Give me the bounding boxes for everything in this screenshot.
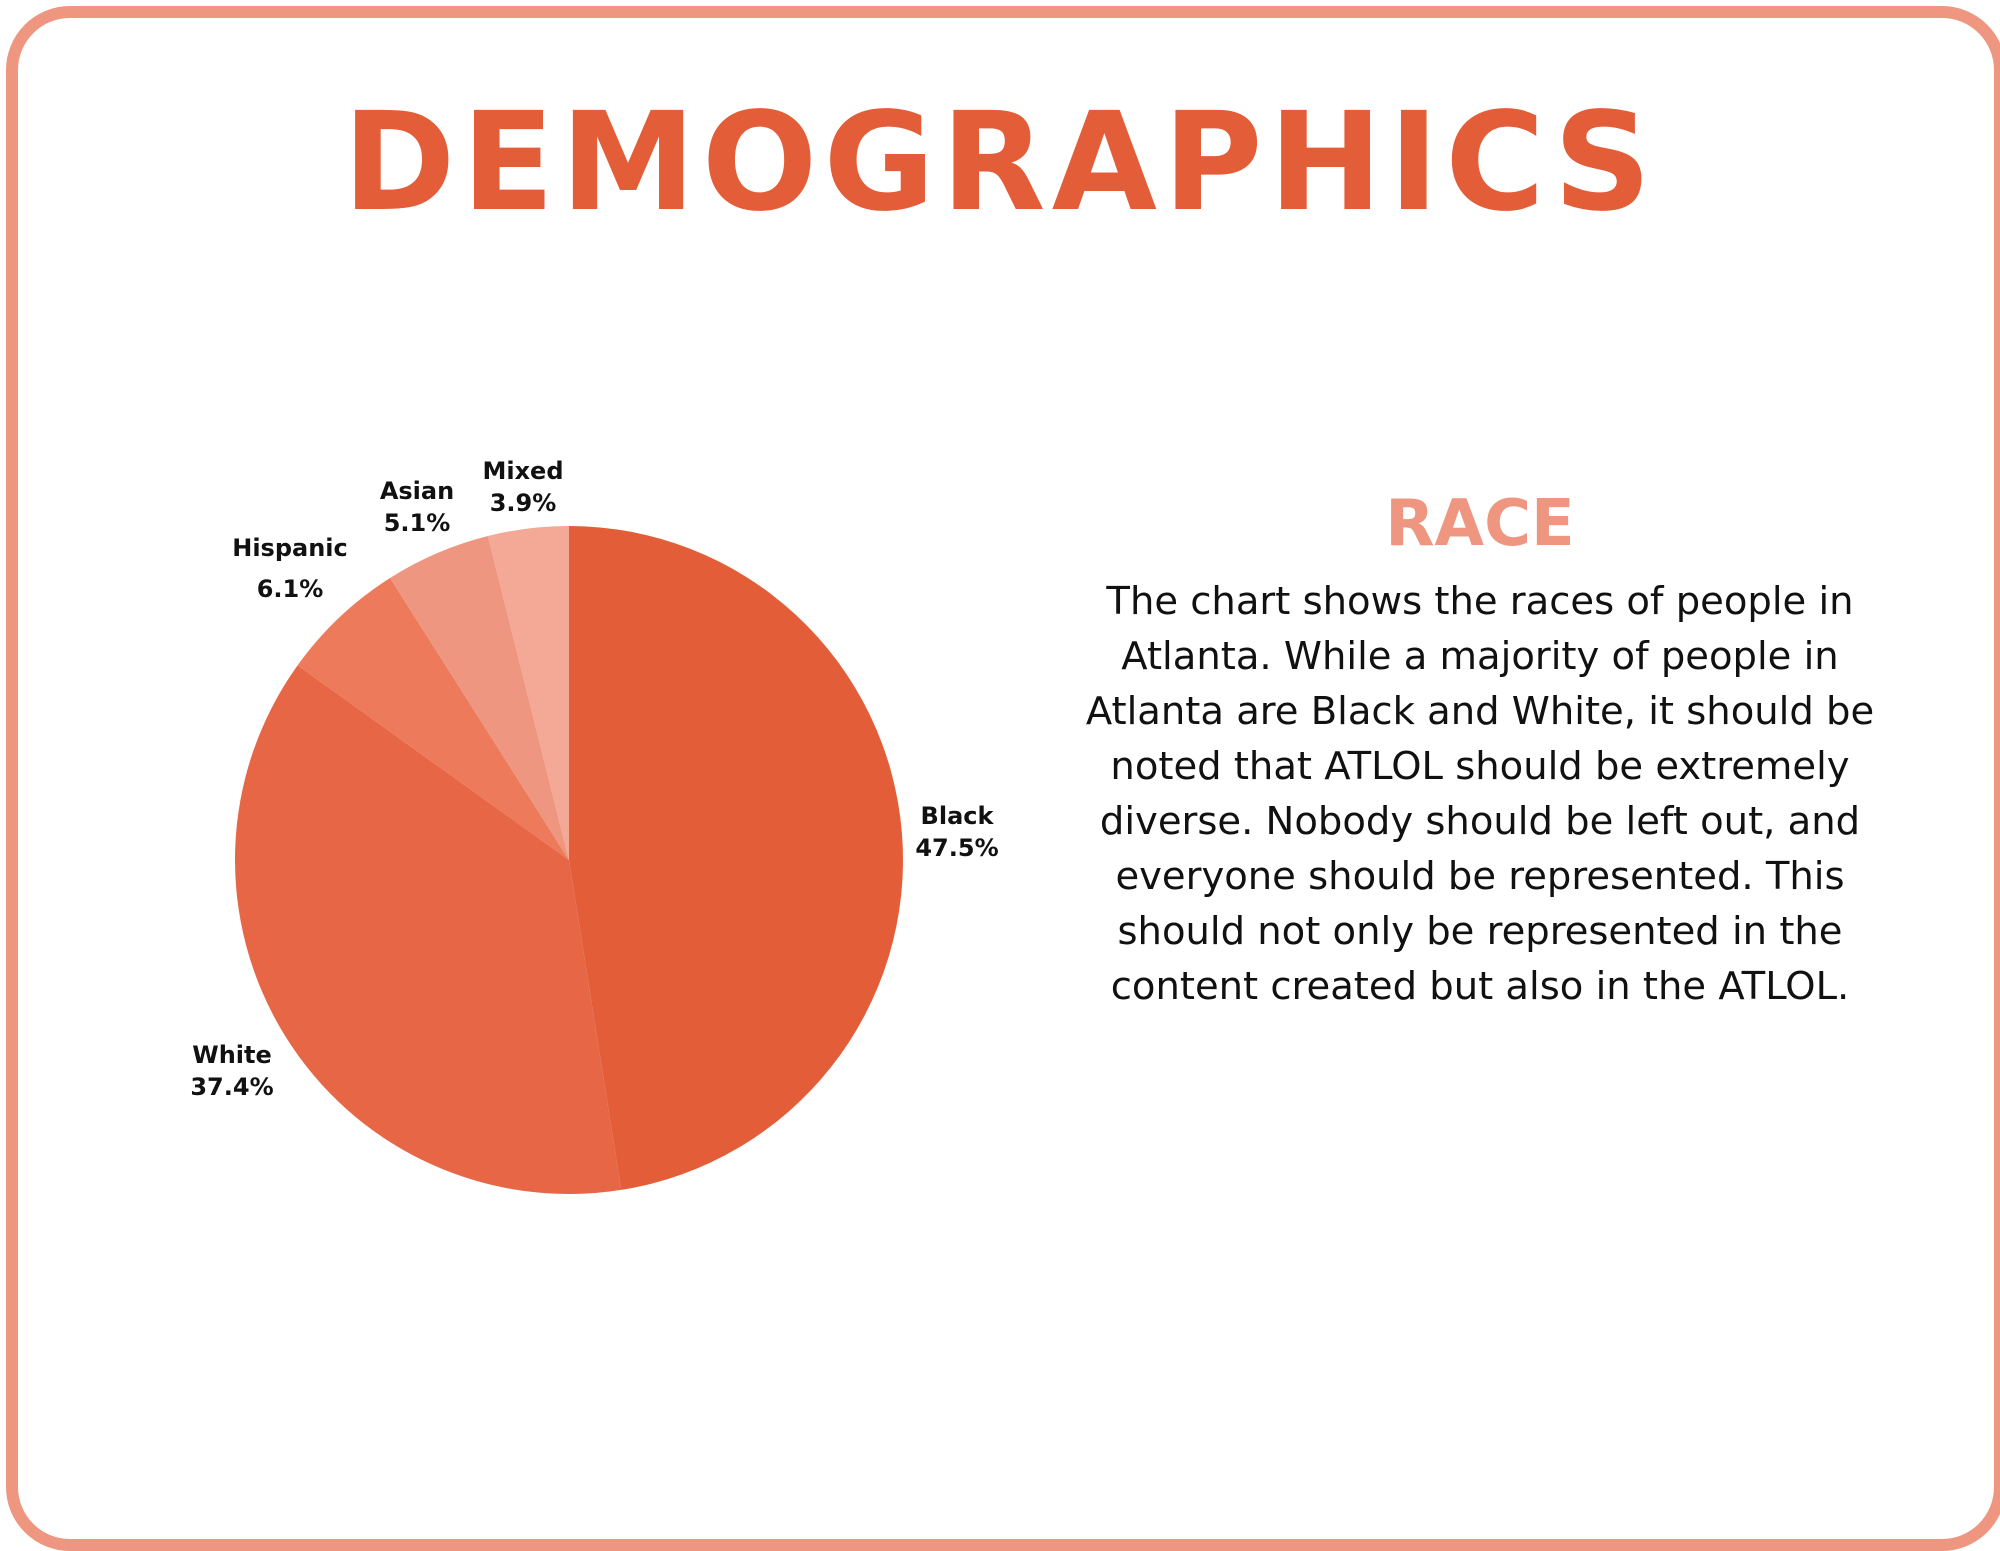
slice-label-black: Black xyxy=(921,802,995,830)
slice-value-white: 37.4% xyxy=(190,1073,273,1101)
slice-label-asian: Asian xyxy=(380,477,454,505)
race-description: The chart shows the races of people in A… xyxy=(1085,579,1875,1009)
race-heading: RACE xyxy=(1385,487,1575,561)
pie-slice-asian xyxy=(390,535,569,860)
pie-slice-mixed xyxy=(487,526,569,860)
slice-value-mixed: 3.9% xyxy=(490,489,557,517)
slice-value-hispanic: 6.1% xyxy=(257,575,324,603)
pie-slice-white xyxy=(234,665,622,1195)
slice-label-hispanic: Hispanic xyxy=(232,534,348,562)
slice-value-asian: 5.1% xyxy=(384,509,451,537)
pie-slice-hispanic xyxy=(297,577,569,860)
slice-label-white: White xyxy=(192,1041,272,1069)
page-title: DEMOGRAPHICS xyxy=(342,84,1658,242)
pie-slice-black xyxy=(569,526,904,1190)
slice-label-mixed: Mixed xyxy=(482,457,563,485)
slice-value-black: 47.5% xyxy=(915,834,998,862)
pie-slices xyxy=(234,526,904,1195)
pie-labels: Black 47.5% White 37.4% Hispanic 6.1% Asian 5.1… xyxy=(190,457,998,1101)
